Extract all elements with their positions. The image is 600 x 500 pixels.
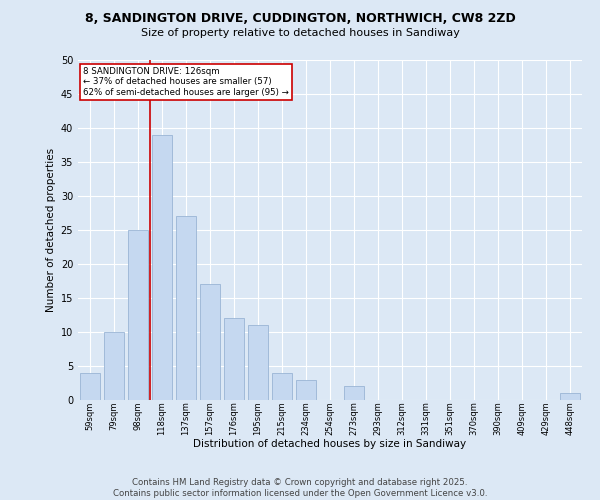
Bar — [296, 380, 316, 400]
Bar — [560, 393, 580, 400]
Bar — [152, 135, 172, 400]
Y-axis label: Number of detached properties: Number of detached properties — [46, 148, 56, 312]
Bar — [344, 386, 364, 400]
Bar — [104, 332, 124, 400]
Bar — [200, 284, 220, 400]
Bar — [128, 230, 148, 400]
Bar — [80, 373, 100, 400]
Text: 8 SANDINGTON DRIVE: 126sqm
← 37% of detached houses are smaller (57)
62% of semi: 8 SANDINGTON DRIVE: 126sqm ← 37% of deta… — [83, 67, 289, 96]
Bar — [176, 216, 196, 400]
Bar — [272, 373, 292, 400]
Text: 8, SANDINGTON DRIVE, CUDDINGTON, NORTHWICH, CW8 2ZD: 8, SANDINGTON DRIVE, CUDDINGTON, NORTHWI… — [85, 12, 515, 26]
Bar — [224, 318, 244, 400]
Text: Size of property relative to detached houses in Sandiway: Size of property relative to detached ho… — [140, 28, 460, 38]
Bar — [248, 325, 268, 400]
Text: Contains HM Land Registry data © Crown copyright and database right 2025.
Contai: Contains HM Land Registry data © Crown c… — [113, 478, 487, 498]
X-axis label: Distribution of detached houses by size in Sandiway: Distribution of detached houses by size … — [193, 440, 467, 450]
